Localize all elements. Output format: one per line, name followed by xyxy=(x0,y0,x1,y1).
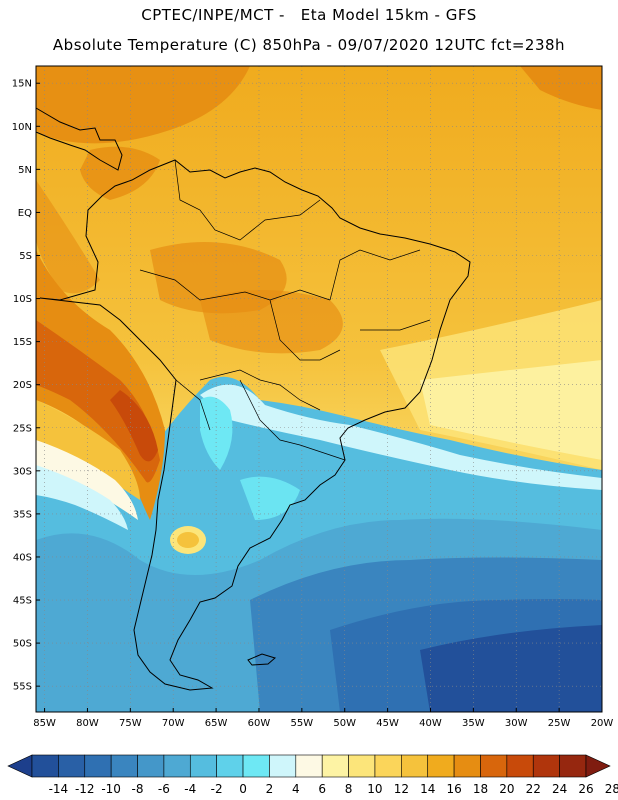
latitude-tick-label: 30S xyxy=(13,466,32,477)
longitude-tick-label: 30W xyxy=(505,718,528,729)
colorbar-tick-label: 24 xyxy=(552,782,567,796)
colorbar-tick-label: 6 xyxy=(318,782,326,796)
colorbar-swatch xyxy=(242,754,270,778)
colorbar-swatch xyxy=(321,754,349,778)
longitude-tick-label: 35W xyxy=(462,718,485,729)
colorbar-swatch xyxy=(506,754,534,778)
colorbar-swatch xyxy=(427,754,455,778)
colorbar-tick-label: 20 xyxy=(499,782,514,796)
colorbar-tick-label: -4 xyxy=(184,782,196,796)
longitude-tick-label: 20W xyxy=(591,718,614,729)
longitude-axis: 85W 80W 75W 70W 65W 60W 55W 50W 45W 40W 35W 30W 25W 2… xyxy=(33,708,613,729)
temperature-colorbar xyxy=(7,754,611,778)
colorbar-tick-label: 2 xyxy=(266,782,274,796)
continent-outline xyxy=(35,107,471,691)
colorbar-swatch xyxy=(559,754,587,778)
colorbar-tick-label: 14 xyxy=(420,782,435,796)
colorbar-swatch xyxy=(58,754,86,778)
latitude-tick-label: 5N xyxy=(18,165,32,176)
latitude-tick-label: 25S xyxy=(13,423,32,434)
longitude-tick-label: 70W xyxy=(162,718,185,729)
colorbar-tick-label: 22 xyxy=(526,782,541,796)
colorbar-tick-label: 28 xyxy=(605,782,618,796)
colorbar-swatch xyxy=(189,754,217,778)
colorbar-swatch xyxy=(163,754,191,778)
latitude-tick-label: 5S xyxy=(19,251,32,262)
latitude-tick-label: 15S xyxy=(13,337,32,348)
colorbar-tick-label: 10 xyxy=(367,782,382,796)
country-borders xyxy=(139,159,431,461)
latitude-tick-label: 45S xyxy=(13,596,32,607)
latitude-axis: 15N 10N 5N EQ 5S 10S 15S 20S 25S 30S 35S 40S 45S 50S 5… xyxy=(12,79,40,693)
colorbar-swatch xyxy=(453,754,481,778)
longitude-tick-label: 50W xyxy=(333,718,356,729)
colorbar-tick-label: -10 xyxy=(101,782,121,796)
colorbar-swatch xyxy=(110,754,138,778)
colorbar-swatch xyxy=(31,754,59,778)
latitude-tick-label: 50S xyxy=(13,639,32,650)
colorbar-swatch xyxy=(84,754,112,778)
longitude-tick-label: 75W xyxy=(119,718,142,729)
colorbar-swatch xyxy=(137,754,165,778)
colorbar-tick-label: -12 xyxy=(75,782,95,796)
south-america-coastline xyxy=(39,159,471,691)
latitude-tick-label: 40S xyxy=(13,552,32,563)
colorbar-tick-label: 8 xyxy=(345,782,353,796)
latitude-tick-label: 10S xyxy=(13,294,32,305)
longitude-tick-label: 45W xyxy=(376,718,399,729)
colorbar-swatch xyxy=(480,754,508,778)
latitude-tick-label: 55S xyxy=(13,682,32,693)
colorbar-tick-label: 26 xyxy=(578,782,593,796)
colorbar-underflow-arrow xyxy=(7,754,33,778)
latitude-tick-label: 35S xyxy=(13,509,32,520)
colorbar-overflow-arrow xyxy=(585,754,611,778)
temperature-field xyxy=(36,66,602,712)
colorbar-tick-label: -2 xyxy=(211,782,223,796)
colorbar-tick-label: -14 xyxy=(49,782,69,796)
colorbar-swatch xyxy=(295,754,323,778)
longitude-tick-label: 60W xyxy=(248,718,271,729)
colorbar-tick-label: 4 xyxy=(292,782,300,796)
longitude-tick-label: 25W xyxy=(548,718,571,729)
longitude-tick-label: 55W xyxy=(291,718,314,729)
colorbar-swatch xyxy=(348,754,376,778)
colorbar-tick-label: 0 xyxy=(239,782,247,796)
map-title-line-1: CPTEC/INPE/MCT - Eta Model 15km - GFS xyxy=(141,6,477,24)
falkland-islands xyxy=(247,653,277,666)
colorbar-swatch xyxy=(216,754,244,778)
longitude-tick-label: 40W xyxy=(419,718,442,729)
colorbar-tick-label: -8 xyxy=(132,782,144,796)
colorbar-swatch xyxy=(532,754,560,778)
colorbar-swatch xyxy=(374,754,402,778)
map-title-line-2: Absolute Temperature (C) 850hPa - 09/07/… xyxy=(52,36,566,54)
longitude-tick-label: 85W xyxy=(33,718,56,729)
longitude-tick-label: 65W xyxy=(205,718,228,729)
colorbar-tick-label: 16 xyxy=(446,782,461,796)
map-frame xyxy=(35,65,603,713)
longitude-tick-label: 80W xyxy=(76,718,99,729)
latitude-tick-label: 15N xyxy=(12,79,32,90)
colorbar-tick-label: -6 xyxy=(158,782,170,796)
colorbar-tick-label: 18 xyxy=(473,782,488,796)
colorbar-labels: -14 -12 -10 -8 -6 -4 -2 0 2 4 6 8 10 12 14 16 18 20 22 24 26… xyxy=(49,782,618,796)
colorbar-tick-label: 12 xyxy=(394,782,409,796)
central-america-coastline xyxy=(35,107,123,171)
colorbar-swatch xyxy=(401,754,429,778)
latitude-tick-label: 10N xyxy=(12,122,32,133)
latitude-tick-label: EQ xyxy=(18,208,32,219)
latitude-tick-label: 20S xyxy=(13,380,32,391)
colorbar-swatch xyxy=(269,754,297,778)
